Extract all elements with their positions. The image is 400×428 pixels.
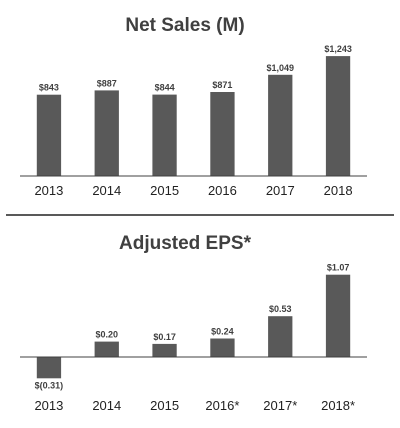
value-label: $1.07 [327,263,350,273]
value-label: $844 [155,83,175,93]
value-label: $0.20 [96,330,119,340]
x-tick-label: 2014 [92,398,121,413]
value-label: $871 [212,80,232,90]
bar-2014 [94,341,119,357]
value-label: $0.24 [211,327,234,337]
bar-2013 [36,94,62,176]
bar-2016 [210,92,235,176]
x-tick-label: 2017* [263,398,297,413]
value-label: $(0.31) [35,380,64,390]
x-tick-label: 2015 [150,183,179,198]
x-tick-label: 2018* [321,398,355,413]
x-tick-label: 2015 [150,398,179,413]
adjusted-eps-chart: $(0.31) 2013 $0.20 2014 $0.17 2015 $0.24 2016* $… [20,263,367,413]
value-label: $887 [97,78,117,88]
value-label: $0.53 [269,304,292,314]
x-tick-label: 2016* [205,398,239,413]
x-tick-label: 2013 [34,398,63,413]
bar-2015 [152,94,177,176]
bar-2016 [210,338,235,357]
bar-2015 [152,343,177,357]
adjusted-eps-title: Adjusted EPS* [119,233,252,254]
x-tick-label: 2018 [324,183,353,198]
value-label: $843 [39,83,59,93]
value-label: $1,049 [267,63,295,73]
x-tick-label: 2014 [92,183,121,198]
bar-2018 [325,56,351,176]
net-sales-title: Net Sales (M) [125,15,244,36]
x-tick-label: 2013 [34,183,63,198]
x-tick-label: 2016 [208,183,237,198]
bar-2017 [268,74,293,176]
bar-2018 [325,274,351,357]
bar-2014 [94,90,119,176]
net-sales-chart: $843 2013 $887 2014 $844 2015 $871 2016 $1,049 20… [20,44,367,198]
bar-2013 [36,357,62,379]
bar-2017 [268,316,293,357]
value-label: $1,243 [324,44,352,54]
value-label: $0.17 [153,332,176,342]
x-tick-label: 2017 [266,183,295,198]
